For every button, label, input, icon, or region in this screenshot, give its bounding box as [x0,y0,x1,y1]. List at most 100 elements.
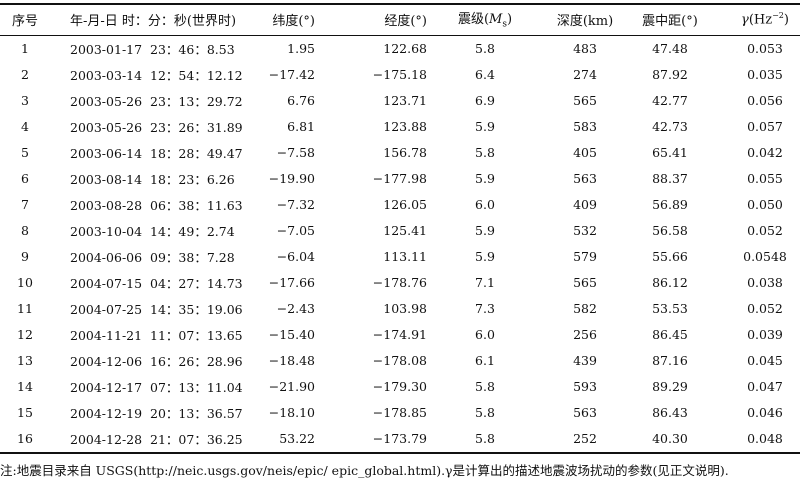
header-gamma-unit-prefix: (Hz [748,12,773,28]
cell-latitude: −7.32 [276,196,315,212]
cell-no: 10 [17,274,33,290]
cell-magnitude: 5.8 [475,404,495,420]
cell-magnitude: 5.9 [475,248,495,264]
cell-gamma: 0.056 [747,92,783,108]
cell-datetime: 2003-08-14 18：23：6.26 [70,171,235,187]
table-top-rule [0,3,800,5]
header-magnitude-prefix: 震级( [457,12,490,28]
header-gamma-symbol: γ [741,12,749,28]
cell-distance: 40.30 [652,430,688,446]
cell-latitude: −6.04 [276,248,315,264]
cell-gamma: 0.053 [747,40,783,56]
header-magnitude-suffix: ) [506,12,513,28]
cell-depth: 405 [573,144,597,160]
cell-no: 4 [21,118,29,134]
cell-latitude: −2.43 [276,300,315,316]
table-header-row: 序号 年-月-日 时：分：秒(世界时) 纬度(°) 经度(°) 震级(Ms) 深… [0,3,800,35]
cell-magnitude: 6.4 [475,66,495,82]
cell-depth: 439 [573,352,597,368]
cell-datetime: 2004-07-15 04：27：14.73 [70,275,243,291]
cell-depth: 252 [573,430,597,446]
cell-magnitude: 5.9 [475,170,495,186]
cell-datetime: 2003-03-14 12：54：12.12 [70,67,243,83]
cell-distance: 89.29 [652,378,688,394]
cell-datetime: 2004-06-06 09：38：7.28 [70,249,235,265]
cell-datetime: 2004-07-25 14：35：19.06 [70,301,243,317]
cell-distance: 86.43 [652,404,688,420]
cell-depth: 409 [573,196,597,212]
cell-datetime: 2003-01-17 23：46：8.53 [70,41,235,57]
cell-magnitude: 5.8 [475,144,495,160]
cell-no: 14 [17,378,33,394]
cell-longitude: −179.30 [372,378,427,394]
cell-gamma: 0.052 [747,300,783,316]
cell-distance: 87.16 [652,352,688,368]
cell-longitude: 103.98 [383,300,427,316]
cell-longitude: 156.78 [383,144,427,160]
cell-longitude: 125.41 [383,222,427,238]
cell-latitude: −19.90 [268,170,315,186]
cell-distance: 42.73 [652,118,688,134]
cell-datetime: 2003-06-14 18：28：49.47 [70,145,243,161]
table-row: 6 2003-08-14 18：23：6.26 −19.90 −177.98 5.9 56… [0,165,800,191]
header-gamma-unit-exp: −2 [772,10,784,20]
cell-no: 16 [17,430,33,446]
table-row: 4 2003-05-26 23：26：31.89 6.81 123.88 5.9 583 4… [0,113,800,139]
cell-longitude: −178.76 [372,274,427,290]
cell-datetime: 2004-12-17 07：13：11.04 [70,379,243,395]
table-row: 12 2004-11-21 11：07：13.65 −15.40 −174.91 6.0… [0,321,800,347]
cell-longitude: −175.18 [372,66,427,82]
header-magnitude-sub: s [502,19,507,30]
cell-datetime: 2003-05-26 23：26：31.89 [70,119,243,135]
cell-longitude: 122.68 [383,40,427,56]
cell-magnitude: 5.8 [475,430,495,446]
cell-latitude: −15.40 [268,326,315,342]
cell-depth: 583 [573,118,597,134]
cell-gamma: 0.042 [747,144,783,160]
cell-no: 15 [17,404,33,420]
cell-longitude: −174.91 [372,326,427,342]
table-footnote: 注:地震目录来自 USGS(http://neic.usgs.gov/neis/… [0,463,729,478]
cell-latitude: −17.42 [268,66,315,82]
cell-gamma: 0.057 [747,118,783,134]
cell-depth: 563 [573,170,597,186]
table-row: 10 2004-07-15 04：27：14.73 −17.66 −178.76 7.1… [0,269,800,295]
cell-depth: 256 [573,326,597,342]
cell-longitude: −178.85 [372,404,427,420]
cell-longitude: 123.88 [383,118,427,134]
cell-latitude: −7.05 [276,222,315,238]
cell-gamma: 0.052 [747,222,783,238]
cell-latitude: −17.66 [268,274,315,290]
cell-magnitude: 7.1 [475,274,495,290]
cell-latitude: 1.95 [287,40,315,56]
cell-no: 2 [21,66,29,82]
cell-magnitude: 5.9 [475,222,495,238]
cell-distance: 86.12 [652,274,688,290]
cell-datetime: 2004-12-28 21：07：36.25 [70,431,243,447]
cell-depth: 593 [573,378,597,394]
cell-gamma: 0.048 [747,430,783,446]
cell-magnitude: 5.9 [475,118,495,134]
header-gamma: γ(Hz−2) [710,3,800,35]
cell-depth: 565 [573,274,597,290]
header-distance: 震中距(°) [642,13,698,29]
header-datetime: 年-月-日 时：分：秒(世界时) [70,13,237,29]
cell-gamma: 0.038 [747,274,783,290]
cell-depth: 579 [573,248,597,264]
table-row: 2 2003-03-14 12：54：12.12 −17.42 −175.18 6.4 2… [0,61,800,87]
cell-gamma: 0.050 [747,196,783,212]
table-body: 1 2003-01-17 23：46：8.53 1.95 122.68 5.8 483 47… [0,35,800,451]
cell-gamma: 0.035 [747,66,783,82]
cell-gamma: 0.047 [747,378,783,394]
cell-depth: 582 [573,300,597,316]
cell-no: 11 [17,300,33,316]
table-row: 11 2004-07-25 14：35：19.06 −2.43 103.98 7.3 58… [0,295,800,321]
cell-no: 5 [21,144,29,160]
cell-no: 7 [21,196,29,212]
cell-magnitude: 5.8 [475,378,495,394]
cell-distance: 86.45 [652,326,688,342]
cell-longitude: −177.98 [372,170,427,186]
cell-distance: 42.77 [652,92,688,108]
cell-depth: 274 [573,66,597,82]
